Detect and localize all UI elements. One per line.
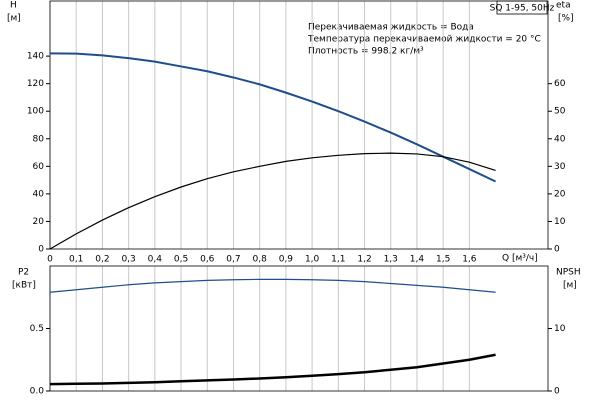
x-tick-label: 0 bbox=[47, 255, 53, 265]
x-tick-label: 0,6 bbox=[200, 255, 215, 265]
x-axis-label: Q [м³/ч] bbox=[502, 254, 538, 264]
y-tick-label: 0.0 bbox=[30, 387, 45, 397]
y2-axis-unit: [м] bbox=[563, 281, 577, 291]
y2-tick-label: 60 bbox=[554, 79, 566, 89]
y2-tick-label: 0 bbox=[554, 245, 560, 255]
y-axis-label: P2 bbox=[18, 268, 29, 278]
y2-tick-label: 30 bbox=[554, 162, 566, 172]
y-tick-label: 0.5 bbox=[30, 324, 44, 334]
chart-title: SQ 1-95, 50Hz bbox=[490, 4, 555, 14]
x-tick-label: 1,0 bbox=[305, 255, 320, 265]
y2-tick-label: 0 bbox=[554, 387, 560, 397]
y-tick-label: 100 bbox=[27, 107, 44, 117]
curve bbox=[49, 52, 497, 183]
x-tick-label: 0,4 bbox=[148, 255, 163, 265]
x-tick-label: 0,1 bbox=[69, 255, 83, 265]
y-tick-label: 20 bbox=[33, 217, 45, 227]
x-tick-label: 0,7 bbox=[226, 255, 240, 265]
y2-tick-label: 10 bbox=[554, 324, 566, 334]
annotation: Плотность = 998.2 кг/м³ bbox=[308, 47, 424, 57]
y-tick-label: 120 bbox=[27, 79, 44, 89]
curve bbox=[49, 278, 496, 293]
curve bbox=[49, 152, 496, 250]
x-tick-label: 0,5 bbox=[174, 255, 188, 265]
y-axis-unit: [м] bbox=[7, 14, 21, 24]
x-tick-label: 1,1 bbox=[331, 255, 345, 265]
y-tick-label: 140 bbox=[27, 52, 44, 62]
y2-tick-label: 10 bbox=[554, 217, 566, 227]
y2-axis-label: eta bbox=[556, 1, 571, 11]
y2-tick-label: 20 bbox=[554, 189, 566, 199]
annotation: Температура перекачиваемой жидкости = 20… bbox=[307, 35, 541, 45]
x-tick-label: 1,6 bbox=[462, 255, 477, 265]
y-tick-label: 40 bbox=[33, 189, 45, 199]
y2-tick-label: 40 bbox=[554, 134, 566, 144]
x-tick-label: 1,5 bbox=[436, 255, 450, 265]
y-tick-label: 80 bbox=[33, 134, 45, 144]
x-tick-label: 1,2 bbox=[357, 255, 371, 265]
plot-frame bbox=[49, 0, 549, 250]
x-tick-label: 0,3 bbox=[121, 255, 135, 265]
curve bbox=[49, 353, 496, 386]
y-axis-unit: [кВт] bbox=[12, 281, 36, 291]
y2-axis-unit: [%] bbox=[558, 14, 574, 24]
x-tick-label: 0,8 bbox=[253, 255, 268, 265]
x-tick-label: 0,2 bbox=[95, 255, 109, 265]
y-tick-label: 60 bbox=[33, 162, 45, 172]
y2-tick-label: 50 bbox=[554, 107, 566, 117]
x-tick-label: 1,4 bbox=[410, 255, 425, 265]
x-tick-label: 1,3 bbox=[384, 255, 398, 265]
x-tick-label: 0,9 bbox=[279, 255, 294, 265]
y-axis-label: H bbox=[10, 1, 17, 11]
y2-axis-label: NPSH bbox=[556, 268, 581, 278]
y-tick-label: 0 bbox=[38, 245, 44, 255]
